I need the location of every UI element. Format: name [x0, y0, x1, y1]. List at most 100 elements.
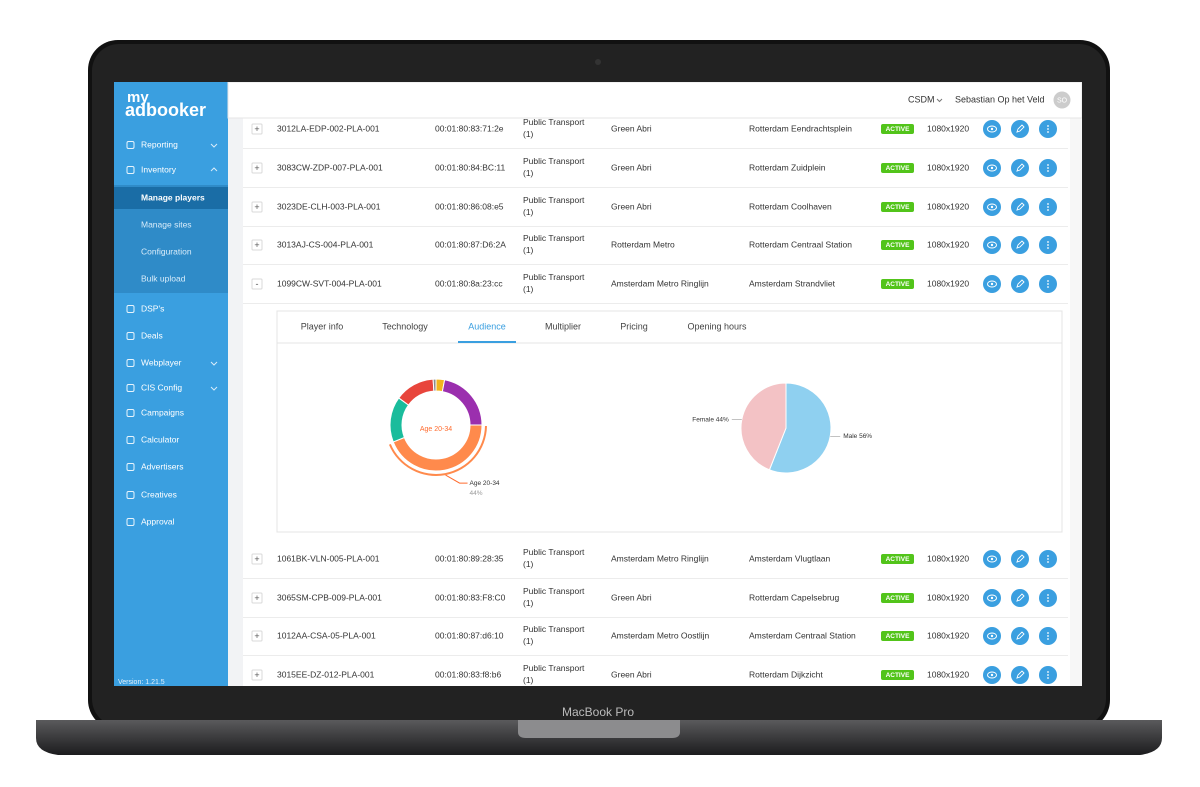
pie-label: Male 56%	[843, 433, 872, 440]
notch	[518, 720, 680, 738]
mac-address: 00:01:80:83:f8:b6	[435, 669, 501, 679]
expander[interactable]	[251, 162, 263, 174]
status-text: ACTIVE	[886, 556, 911, 563]
location: Rotterdam Capelsebrug	[749, 592, 840, 602]
expander-symbol: +	[254, 670, 259, 680]
edit-button[interactable]	[1011, 275, 1029, 293]
eye-icon	[987, 555, 997, 563]
dot	[1047, 131, 1049, 133]
eye-pupil	[990, 127, 994, 131]
org-selector[interactable]: CSDM	[908, 94, 935, 104]
menu-item[interactable]: Advertisers	[141, 461, 184, 471]
menu-item[interactable]: Campaigns	[141, 407, 184, 417]
expander[interactable]	[251, 553, 263, 565]
expander[interactable]	[251, 123, 263, 135]
dot	[1047, 128, 1049, 130]
expander[interactable]	[251, 239, 263, 251]
edit-button[interactable]	[1011, 627, 1029, 645]
menu-icon	[126, 166, 135, 174]
menu-item[interactable]: Manage sites	[141, 219, 192, 229]
player-id: 1061BK-VLN-005-PLA-001	[277, 553, 380, 563]
pie-slice[interactable]	[740, 382, 787, 471]
expander[interactable]	[251, 278, 263, 290]
tab[interactable]: Technology	[382, 321, 428, 331]
menu-item[interactable]: Approval	[141, 516, 175, 526]
tab[interactable]: Player info	[301, 321, 344, 331]
menu-item[interactable]: Configuration	[141, 246, 192, 256]
pencil-icon	[1016, 554, 1025, 563]
expander[interactable]	[251, 592, 263, 604]
menu-icon	[126, 384, 135, 392]
player-id: 3013AJ-CS-004-PLA-001	[277, 239, 374, 249]
edit-button[interactable]	[1011, 236, 1029, 254]
dot	[1047, 209, 1049, 211]
menu-item[interactable]: CIS Config	[141, 382, 182, 392]
menu-icon	[126, 305, 135, 313]
pie-slice[interactable]	[768, 382, 832, 474]
venue-type-line: (1)	[523, 675, 534, 685]
tab[interactable]: Audience	[468, 321, 506, 331]
avatar-initials: SO	[1057, 97, 1068, 104]
menu-item[interactable]: Webplayer	[141, 357, 182, 367]
eye-pupil	[990, 596, 994, 600]
edit-button[interactable]	[1011, 589, 1029, 607]
menu-item[interactable]: Bulk upload	[141, 273, 186, 283]
user-name[interactable]: Sebastian Op het Veld	[955, 94, 1045, 104]
player-id: 3015EE-DZ-012-PLA-001	[277, 669, 375, 679]
menu-item[interactable]: Calculator	[141, 434, 179, 444]
edit-button[interactable]	[1011, 550, 1029, 568]
mac-address: 00:01:80:8a:23:cc	[435, 278, 503, 288]
menu-item[interactable]: Creatives	[141, 489, 177, 499]
expander[interactable]	[251, 669, 263, 681]
expander-symbol: +	[254, 163, 259, 173]
expander[interactable]	[251, 630, 263, 642]
eye-pupil	[990, 282, 994, 286]
chevron	[210, 386, 218, 391]
dot	[1047, 125, 1049, 127]
status-badge	[881, 240, 914, 250]
pencil-icon	[1016, 279, 1025, 288]
active-item-bg	[114, 187, 228, 209]
venue-type-line: Public Transport	[523, 272, 585, 282]
edit-button[interactable]	[1011, 198, 1029, 216]
status-badge	[881, 279, 914, 289]
eye-pupil	[990, 205, 994, 209]
tab[interactable]: Opening hours	[687, 321, 747, 331]
donut-segment[interactable]	[432, 378, 437, 392]
menu-item[interactable]: DSP's	[141, 303, 164, 313]
edit-button[interactable]	[1011, 120, 1029, 138]
status-text: ACTIVE	[886, 281, 911, 288]
mac-address: 00:01:80:83:71:2e	[435, 123, 504, 133]
dot	[1047, 241, 1049, 243]
tab[interactable]: Pricing	[620, 321, 648, 331]
menu-item[interactable]: Inventory	[141, 164, 177, 174]
venue-type-line: (1)	[523, 559, 534, 569]
edit-button[interactable]	[1011, 666, 1029, 684]
resolution: 1080x1920	[927, 669, 969, 679]
status-badge	[881, 554, 914, 564]
dot	[1047, 671, 1049, 673]
player-id: 3023DE-CLH-003-PLA-001	[277, 201, 381, 211]
dot	[1047, 597, 1049, 599]
resolution: 1080x1920	[927, 201, 969, 211]
status-text: ACTIVE	[886, 595, 911, 602]
location: Amsterdam Strandvliet	[749, 278, 836, 288]
menu-item[interactable]: Manage players	[141, 192, 205, 202]
menu-item[interactable]: Deals	[141, 330, 163, 340]
mac-address: 00:01:80:87:d6:10	[435, 630, 504, 640]
expander[interactable]	[251, 201, 263, 213]
eye-pupil	[990, 673, 994, 677]
edit-button[interactable]	[1011, 159, 1029, 177]
dot	[1047, 674, 1049, 676]
resolution: 1080x1920	[927, 592, 969, 602]
venue-type-line: (1)	[523, 207, 534, 217]
venue-type-line: Public Transport	[523, 195, 585, 205]
location: Amsterdam Centraal Station	[749, 630, 856, 640]
tab[interactable]: Multiplier	[545, 321, 581, 331]
callout-value: 44%	[470, 490, 483, 497]
dot	[1047, 635, 1049, 637]
menu-item[interactable]: Reporting	[141, 139, 178, 149]
resolution: 1080x1920	[927, 630, 969, 640]
player-id: 1099CW-SVT-004-PLA-001	[277, 278, 382, 288]
